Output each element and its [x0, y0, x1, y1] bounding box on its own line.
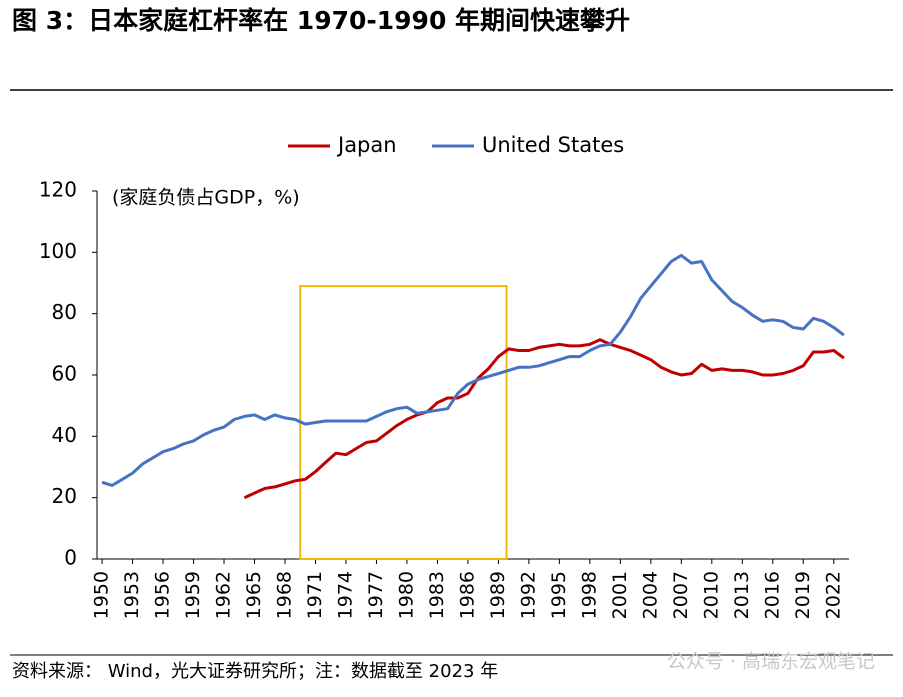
x-tick-label: 1977: [365, 571, 387, 619]
x-tick-label: 2022: [822, 571, 844, 619]
x-tick-label: 2001: [609, 571, 631, 619]
x-tick-label: 1953: [121, 571, 143, 619]
x-tick-label: 1959: [182, 571, 204, 619]
x-tick-label: 1974: [334, 571, 356, 619]
y-tick-label: 80: [52, 300, 77, 324]
y-tick-label: 100: [39, 239, 77, 263]
x-tick-label: 2007: [670, 571, 692, 619]
series-line: [243, 338, 845, 500]
watermark: 公众号 · 高瑞东宏观笔记: [667, 651, 875, 673]
y-tick-label: 120: [39, 178, 77, 202]
x-tick-label: 1983: [426, 571, 448, 619]
x-tick-label: 1998: [578, 571, 600, 619]
series-line: [101, 253, 845, 487]
x-tick-label: 1950: [91, 571, 113, 619]
x-tick-label: 1995: [548, 571, 570, 619]
y-tick-label: 0: [64, 546, 77, 570]
y-tick-label: 40: [52, 423, 77, 447]
legend-label: Japan: [336, 133, 397, 157]
x-tick-label: 2019: [792, 571, 814, 619]
x-tick-label: 2004: [639, 571, 661, 619]
x-tick-label: 1962: [213, 571, 235, 619]
x-tick-label: 1971: [304, 571, 326, 619]
x-tick-label: 1992: [517, 571, 539, 619]
x-tick-label: 1989: [487, 571, 509, 619]
x-tick-label: 2013: [731, 571, 753, 619]
x-tick-label: 1965: [243, 571, 265, 619]
source-note: 资料来源： Wind，光大证券研究所；注：数据截至 2023 年: [12, 661, 498, 682]
x-tick-label: 2010: [700, 571, 722, 619]
x-tick-label: 2016: [761, 571, 783, 619]
x-tick-label: 1986: [456, 571, 478, 619]
x-tick-label: 1956: [152, 571, 174, 619]
legend-label: United States: [482, 133, 624, 157]
x-tick-label: 1980: [395, 571, 417, 619]
x-tick-label: 1968: [274, 571, 296, 619]
y-tick-label: 60: [52, 362, 77, 386]
y-tick-label: 20: [52, 484, 77, 508]
y-axis-label: (家庭负债占GDP，%): [112, 187, 300, 209]
chart-title: 图 3：日本家庭杠杆率在 1970-1990 年期间快速攀升: [12, 6, 630, 35]
